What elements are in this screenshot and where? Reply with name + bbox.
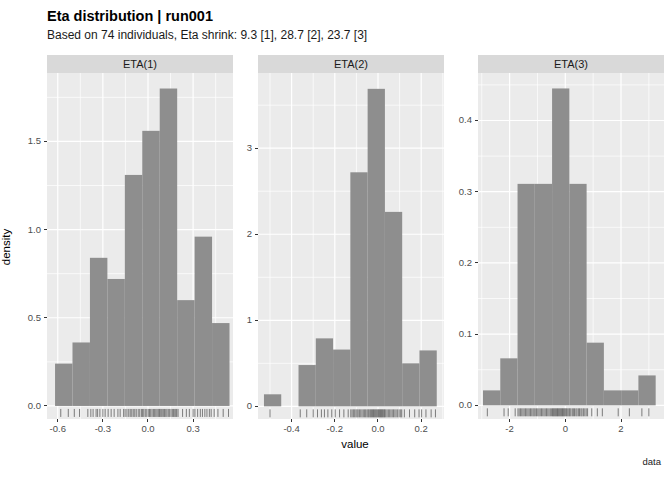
x-tick-label: 0.2 bbox=[406, 423, 436, 435]
histogram-bar bbox=[333, 350, 350, 407]
x-tick-mark bbox=[621, 419, 622, 422]
facet-strip: ETA(2) bbox=[258, 55, 444, 73]
histogram-bar bbox=[621, 390, 638, 405]
x-tick-mark bbox=[509, 419, 510, 422]
x-tick-label: -0.6 bbox=[43, 423, 73, 435]
y-tick-label: 0.2 bbox=[432, 257, 472, 269]
histogram-bar bbox=[177, 300, 194, 406]
y-tick-mark bbox=[255, 320, 258, 321]
panel-canvas bbox=[258, 73, 444, 419]
facet-panel bbox=[47, 73, 233, 419]
histogram-bar bbox=[72, 342, 89, 405]
x-tick-mark bbox=[193, 419, 194, 422]
histogram-bar bbox=[483, 390, 500, 405]
histogram-bar bbox=[142, 131, 159, 406]
histogram-bar bbox=[402, 363, 419, 406]
y-tick-label: 0.0 bbox=[1, 400, 41, 412]
facet-panel bbox=[478, 73, 664, 419]
histogram-bar bbox=[385, 212, 402, 406]
x-tick-label: 0.0 bbox=[133, 423, 163, 435]
x-tick-label: -2 bbox=[495, 423, 525, 435]
histogram-bar bbox=[350, 172, 367, 406]
facet-panel bbox=[258, 73, 444, 419]
x-tick-label: -0.4 bbox=[277, 423, 307, 435]
histogram-bar bbox=[107, 279, 124, 406]
histogram-bar bbox=[535, 184, 552, 405]
histogram-bar bbox=[125, 175, 142, 406]
eta-distribution-plot: Eta distribution | run001 Based on 74 in… bbox=[0, 0, 672, 480]
page-title: Eta distribution | run001 bbox=[47, 8, 213, 24]
y-tick-mark bbox=[44, 141, 47, 142]
histogram-bar bbox=[90, 258, 107, 406]
y-tick-mark bbox=[475, 262, 478, 263]
y-tick-label: 1 bbox=[212, 314, 252, 326]
y-tick-mark bbox=[475, 405, 478, 406]
y-tick-label: 1.5 bbox=[1, 135, 41, 147]
y-tick-mark bbox=[44, 405, 47, 406]
y-tick-mark bbox=[475, 334, 478, 335]
histogram-bar bbox=[569, 184, 586, 405]
histogram-bar bbox=[500, 358, 517, 405]
x-tick-label: 0.3 bbox=[178, 423, 208, 435]
x-tick-mark bbox=[334, 419, 335, 422]
x-axis-title: value bbox=[305, 438, 405, 450]
histogram-bar bbox=[638, 375, 655, 405]
y-tick-mark bbox=[475, 120, 478, 121]
y-tick-label: 0.1 bbox=[432, 328, 472, 340]
x-tick-mark bbox=[147, 419, 148, 422]
histogram-bar bbox=[604, 390, 621, 405]
x-tick-mark bbox=[102, 419, 103, 422]
facet-strip: ETA(3) bbox=[478, 55, 664, 73]
x-tick-label: -0.2 bbox=[320, 423, 350, 435]
histogram-bar bbox=[195, 237, 212, 406]
histogram-bar bbox=[316, 338, 333, 406]
y-tick-mark bbox=[255, 406, 258, 407]
histogram-bar bbox=[160, 89, 177, 406]
histogram-bar bbox=[518, 184, 535, 405]
y-tick-mark bbox=[44, 317, 47, 318]
histogram-bar bbox=[55, 364, 72, 406]
y-tick-label: 0.3 bbox=[432, 186, 472, 198]
y-tick-label: 0.0 bbox=[432, 399, 472, 411]
x-tick-mark bbox=[565, 419, 566, 422]
x-tick-mark bbox=[291, 419, 292, 422]
x-tick-mark bbox=[421, 419, 422, 422]
histogram-bar bbox=[368, 89, 385, 407]
x-tick-mark bbox=[377, 419, 378, 422]
y-tick-label: 3 bbox=[212, 142, 252, 154]
y-tick-label: 0.4 bbox=[432, 114, 472, 126]
histogram-bar bbox=[212, 323, 229, 406]
facet-strip: ETA(1) bbox=[47, 55, 233, 73]
y-tick-mark bbox=[475, 191, 478, 192]
x-tick-label: 0 bbox=[550, 423, 580, 435]
y-tick-label: 2 bbox=[212, 228, 252, 240]
histogram-bar bbox=[264, 394, 281, 406]
panel-canvas bbox=[478, 73, 664, 419]
x-tick-label: 2 bbox=[606, 423, 636, 435]
y-tick-mark bbox=[255, 234, 258, 235]
y-tick-label: 0.5 bbox=[1, 312, 41, 324]
histogram-bar bbox=[419, 350, 436, 406]
y-tick-label: 1.0 bbox=[1, 224, 41, 236]
x-tick-label: 0.0 bbox=[363, 423, 393, 435]
y-tick-label: 0 bbox=[212, 400, 252, 412]
histogram-bar bbox=[587, 343, 604, 406]
histogram-bar bbox=[299, 365, 316, 406]
x-tick-mark bbox=[57, 419, 58, 422]
histogram-bar bbox=[552, 88, 569, 405]
y-tick-mark bbox=[255, 148, 258, 149]
panel-canvas bbox=[47, 73, 233, 419]
caption-data: data bbox=[643, 456, 662, 467]
x-tick-label: -0.3 bbox=[88, 423, 118, 435]
plot-subtitle: Based on 74 individuals, Eta shrink: 9.3… bbox=[47, 28, 367, 42]
y-tick-mark bbox=[44, 229, 47, 230]
